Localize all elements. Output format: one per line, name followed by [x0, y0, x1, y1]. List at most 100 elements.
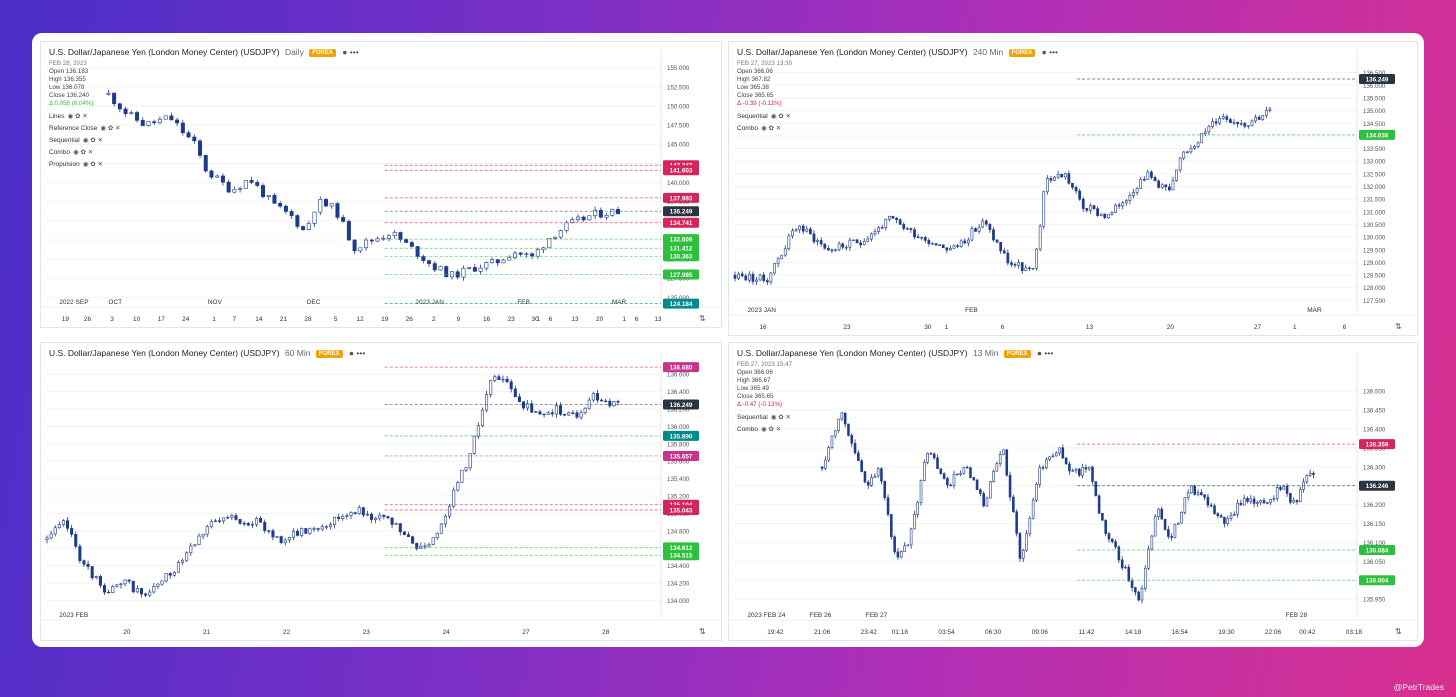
indicator-combo[interactable]: Combo ◉ ✿ ✕	[49, 149, 94, 156]
more-options-icon[interactable]: ● •••	[1041, 47, 1059, 57]
indicator-lines[interactable]: Lines ◉ ✿ ✕	[49, 113, 88, 120]
candle-body	[895, 217, 898, 220]
candle-body	[963, 240, 967, 244]
candle-body	[168, 573, 172, 576]
timeframe-label[interactable]: 240 Min	[972, 47, 1004, 57]
x-tick-label: 1	[622, 316, 626, 323]
chart-header: U.S. Dollar/Japanese Yen (London Money C…	[49, 47, 359, 57]
candle-body	[232, 189, 237, 193]
candle-body	[45, 537, 49, 540]
candle-body	[873, 475, 877, 478]
indicator-propulsion[interactable]: Propulsion ◉ ✿ ✕	[49, 161, 103, 168]
candle-body	[538, 411, 542, 415]
more-options-icon[interactable]: ● •••	[342, 47, 359, 57]
candle-body	[1078, 468, 1081, 476]
candle-body	[140, 120, 145, 126]
candle-body	[890, 514, 893, 538]
x-period-label: 2023 FEB 24	[747, 612, 785, 619]
more-options-icon[interactable]: ● •••	[348, 348, 366, 358]
x-tick-label: 2	[432, 316, 436, 323]
chart-panel-240min[interactable]: 136.500 136.000 135.500 135.000 134.500 134.0…	[728, 41, 1418, 336]
candle-body	[431, 537, 435, 545]
candle-body	[1097, 495, 1101, 514]
indicator-sequential[interactable]: Sequential ◉ ✿ ✕	[49, 137, 103, 144]
indicator-sequential[interactable]: Sequential ◉ ✿ ✕	[737, 414, 791, 421]
indicator-sequential[interactable]: Sequential ◉ ✿ ✕	[737, 113, 791, 120]
daily-candlestick-chart[interactable]: 155.000152.500150.000147.500145.000142.5…	[41, 42, 721, 327]
candle-body	[1042, 191, 1046, 227]
candle-body	[1183, 497, 1187, 513]
timeframe-label[interactable]: Daily	[284, 47, 304, 57]
candle-body	[855, 239, 859, 244]
candle-body	[840, 412, 844, 420]
x-tick-label: 5	[334, 316, 338, 323]
x-tick-label: 28	[602, 629, 610, 636]
candle-body	[1064, 457, 1068, 465]
price-tag	[663, 206, 699, 217]
candle-body	[341, 516, 345, 519]
13min-candlestick-chart[interactable]: 136.500136.450136.400136.350136.300136.2…	[729, 343, 1417, 640]
candle-body	[884, 218, 888, 228]
candle-body	[1243, 123, 1247, 127]
candle-body	[478, 267, 483, 272]
chart-panel-60min[interactable]: 136.600 136.400 136.200 136.000 135.800 135.6…	[40, 342, 722, 641]
candle-body	[977, 226, 981, 232]
price-tag	[663, 243, 699, 254]
candle-body	[278, 203, 283, 207]
y-tick-label: 128.000	[1363, 285, 1386, 292]
candle-body	[571, 412, 575, 414]
candle-body	[370, 513, 374, 520]
candle-body	[86, 563, 90, 567]
y-tick-label: 132.500	[1363, 171, 1386, 178]
more-options-icon[interactable]: ● •••	[1036, 348, 1054, 358]
candle-body	[902, 224, 906, 229]
forex-badge: FOREX	[309, 49, 336, 57]
candle-body	[1143, 567, 1147, 589]
candle-body	[53, 527, 57, 535]
candle-body	[501, 259, 506, 264]
x-period-label: MAR	[1307, 307, 1322, 314]
candle-body	[979, 489, 982, 494]
candle-body	[250, 524, 254, 526]
candle-body	[776, 258, 780, 264]
candle-body	[392, 232, 397, 237]
candle-body	[382, 514, 386, 517]
candle-body	[1114, 204, 1117, 213]
price-tag	[1359, 480, 1395, 491]
chart-header: U.S. Dollar/Japanese Yen (London Money C…	[737, 47, 1058, 57]
timeframe-label[interactable]: 60 Min	[284, 348, 311, 358]
candle-body	[893, 536, 896, 553]
candle-body	[135, 112, 140, 121]
candle-body	[546, 412, 550, 415]
candle-body	[146, 121, 151, 126]
candle-body	[1132, 192, 1135, 196]
candle-body	[365, 513, 369, 516]
x-period-label: FEB	[965, 307, 978, 314]
timeframe-label[interactable]: 13 Min	[972, 348, 999, 358]
candle-body	[852, 239, 855, 241]
symbol-title: U.S. Dollar/Japanese Yen (London Money C…	[737, 348, 968, 358]
chart-panel-13min[interactable]: 136.500136.450136.400136.350136.300136.2…	[728, 342, 1418, 641]
y-tick-label: 140.000	[667, 180, 690, 187]
indicator-combo[interactable]: Combo ◉ ✿ ✕	[737, 125, 782, 132]
indicator-reference-close[interactable]: Reference Close ◉ ✿ ✕	[49, 125, 121, 132]
chart-panel-daily[interactable]: 155.000152.500150.000147.500145.000142.5…	[40, 41, 722, 328]
candle-body	[1223, 516, 1226, 524]
candle-body	[254, 518, 259, 525]
240min-candlestick-chart[interactable]: 136.500 136.000 135.500 135.000 134.500 134.0…	[729, 42, 1417, 335]
scale-settings-icon: ⇅	[1395, 322, 1402, 331]
indicator-combo[interactable]: Combo ◉ ✿ ✕	[737, 426, 782, 433]
price-tag-label: 130.363	[670, 254, 693, 261]
x-tick-label: 24	[442, 629, 450, 636]
candle-body	[164, 573, 168, 582]
x-tick-label: 3	[110, 316, 114, 323]
x-tick-label: 12	[357, 316, 365, 323]
candle-body	[312, 211, 317, 224]
candle-body	[1268, 108, 1272, 111]
candle-body	[1289, 493, 1292, 503]
candle-body	[837, 418, 840, 432]
60min-candlestick-chart[interactable]: 136.600 136.400 136.200 136.000 135.800 135.6…	[41, 343, 721, 640]
y-tick-label: 136.200	[1363, 502, 1386, 509]
candle-body	[1203, 494, 1206, 498]
candle-body	[1153, 177, 1157, 182]
